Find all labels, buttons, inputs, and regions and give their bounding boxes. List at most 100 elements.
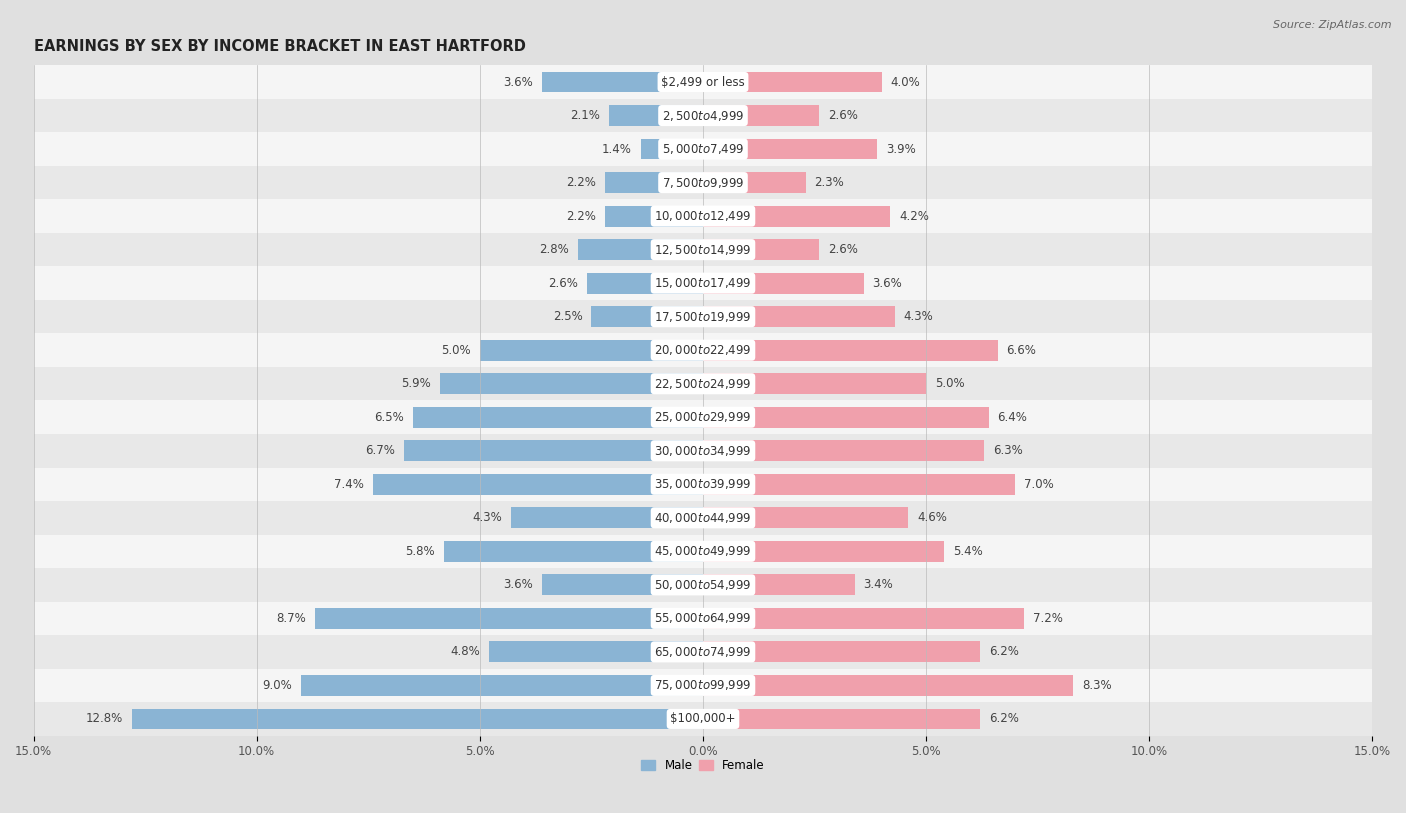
Text: $22,500 to $24,999: $22,500 to $24,999 bbox=[654, 376, 752, 391]
Bar bbox=[703, 206, 890, 227]
Text: 2.8%: 2.8% bbox=[540, 243, 569, 256]
Text: 4.8%: 4.8% bbox=[450, 646, 479, 659]
Bar bbox=[34, 367, 1372, 401]
Text: 9.0%: 9.0% bbox=[263, 679, 292, 692]
Bar bbox=[703, 541, 943, 562]
Bar bbox=[489, 641, 703, 663]
Text: $30,000 to $34,999: $30,000 to $34,999 bbox=[654, 444, 752, 458]
Bar bbox=[703, 709, 980, 729]
Text: 4.6%: 4.6% bbox=[917, 511, 948, 524]
Bar bbox=[609, 105, 703, 126]
Bar bbox=[703, 307, 894, 327]
Text: 4.3%: 4.3% bbox=[472, 511, 502, 524]
Bar bbox=[34, 333, 1372, 367]
Text: 5.4%: 5.4% bbox=[953, 545, 983, 558]
Text: 2.1%: 2.1% bbox=[571, 109, 600, 122]
Text: 2.5%: 2.5% bbox=[553, 311, 582, 324]
Text: 1.4%: 1.4% bbox=[602, 142, 631, 155]
Bar bbox=[703, 675, 1073, 696]
Bar bbox=[373, 474, 703, 494]
Text: 4.2%: 4.2% bbox=[900, 210, 929, 223]
Text: 6.7%: 6.7% bbox=[366, 444, 395, 457]
Text: 2.6%: 2.6% bbox=[828, 243, 858, 256]
Bar bbox=[34, 99, 1372, 133]
Text: 4.3%: 4.3% bbox=[904, 311, 934, 324]
Bar bbox=[703, 340, 997, 361]
Text: 3.6%: 3.6% bbox=[873, 276, 903, 289]
Bar bbox=[34, 199, 1372, 233]
Text: Source: ZipAtlas.com: Source: ZipAtlas.com bbox=[1274, 20, 1392, 30]
Text: 3.6%: 3.6% bbox=[503, 578, 533, 591]
Text: EARNINGS BY SEX BY INCOME BRACKET IN EAST HARTFORD: EARNINGS BY SEX BY INCOME BRACKET IN EAS… bbox=[34, 39, 526, 54]
Text: $55,000 to $64,999: $55,000 to $64,999 bbox=[654, 611, 752, 625]
Text: $5,000 to $7,499: $5,000 to $7,499 bbox=[662, 142, 744, 156]
Bar bbox=[34, 535, 1372, 568]
Text: 8.7%: 8.7% bbox=[276, 612, 305, 625]
Bar bbox=[413, 406, 703, 428]
Bar bbox=[605, 172, 703, 193]
Text: 7.2%: 7.2% bbox=[1033, 612, 1063, 625]
Text: 7.4%: 7.4% bbox=[335, 478, 364, 491]
Bar bbox=[34, 300, 1372, 333]
Text: 5.9%: 5.9% bbox=[401, 377, 430, 390]
Bar bbox=[301, 675, 703, 696]
Text: 6.2%: 6.2% bbox=[988, 712, 1018, 725]
Bar bbox=[703, 474, 1015, 494]
Text: 3.9%: 3.9% bbox=[886, 142, 915, 155]
Bar bbox=[34, 233, 1372, 267]
Text: 12.8%: 12.8% bbox=[86, 712, 122, 725]
Text: $35,000 to $39,999: $35,000 to $39,999 bbox=[654, 477, 752, 491]
Bar bbox=[404, 441, 703, 461]
Text: 2.2%: 2.2% bbox=[567, 176, 596, 189]
Text: $15,000 to $17,499: $15,000 to $17,499 bbox=[654, 276, 752, 290]
Legend: Male, Female: Male, Female bbox=[637, 754, 769, 776]
Bar bbox=[543, 72, 703, 93]
Bar bbox=[592, 307, 703, 327]
Bar bbox=[34, 401, 1372, 434]
Bar bbox=[34, 267, 1372, 300]
Bar bbox=[703, 239, 820, 260]
Bar bbox=[444, 541, 703, 562]
Bar bbox=[543, 575, 703, 595]
Bar bbox=[703, 641, 980, 663]
Bar bbox=[703, 575, 855, 595]
Bar bbox=[34, 702, 1372, 736]
Bar bbox=[703, 273, 863, 293]
Text: 6.4%: 6.4% bbox=[997, 411, 1028, 424]
Bar bbox=[641, 139, 703, 159]
Text: $45,000 to $49,999: $45,000 to $49,999 bbox=[654, 545, 752, 559]
Bar bbox=[703, 608, 1025, 628]
Bar bbox=[605, 206, 703, 227]
Text: 2.3%: 2.3% bbox=[814, 176, 845, 189]
Text: $17,500 to $19,999: $17,500 to $19,999 bbox=[654, 310, 752, 324]
Text: 3.6%: 3.6% bbox=[503, 76, 533, 89]
Text: 8.3%: 8.3% bbox=[1083, 679, 1112, 692]
Text: 4.0%: 4.0% bbox=[890, 76, 920, 89]
Bar bbox=[34, 602, 1372, 635]
Bar bbox=[132, 709, 703, 729]
Text: 2.6%: 2.6% bbox=[828, 109, 858, 122]
Text: 6.2%: 6.2% bbox=[988, 646, 1018, 659]
Text: $40,000 to $44,999: $40,000 to $44,999 bbox=[654, 511, 752, 525]
Bar bbox=[703, 441, 984, 461]
Text: $10,000 to $12,499: $10,000 to $12,499 bbox=[654, 209, 752, 223]
Text: 5.8%: 5.8% bbox=[405, 545, 436, 558]
Bar bbox=[315, 608, 703, 628]
Bar bbox=[703, 172, 806, 193]
Text: $65,000 to $74,999: $65,000 to $74,999 bbox=[654, 645, 752, 659]
Bar bbox=[703, 406, 988, 428]
Text: $7,500 to $9,999: $7,500 to $9,999 bbox=[662, 176, 744, 189]
Text: 6.6%: 6.6% bbox=[1007, 344, 1036, 357]
Text: $25,000 to $29,999: $25,000 to $29,999 bbox=[654, 411, 752, 424]
Text: $75,000 to $99,999: $75,000 to $99,999 bbox=[654, 678, 752, 693]
Bar bbox=[34, 467, 1372, 501]
Text: 6.5%: 6.5% bbox=[374, 411, 404, 424]
Bar bbox=[512, 507, 703, 528]
Bar bbox=[34, 568, 1372, 602]
Bar bbox=[479, 340, 703, 361]
Bar bbox=[34, 668, 1372, 702]
Text: $50,000 to $54,999: $50,000 to $54,999 bbox=[654, 578, 752, 592]
Bar bbox=[703, 139, 877, 159]
Bar bbox=[34, 635, 1372, 668]
Text: 7.0%: 7.0% bbox=[1025, 478, 1054, 491]
